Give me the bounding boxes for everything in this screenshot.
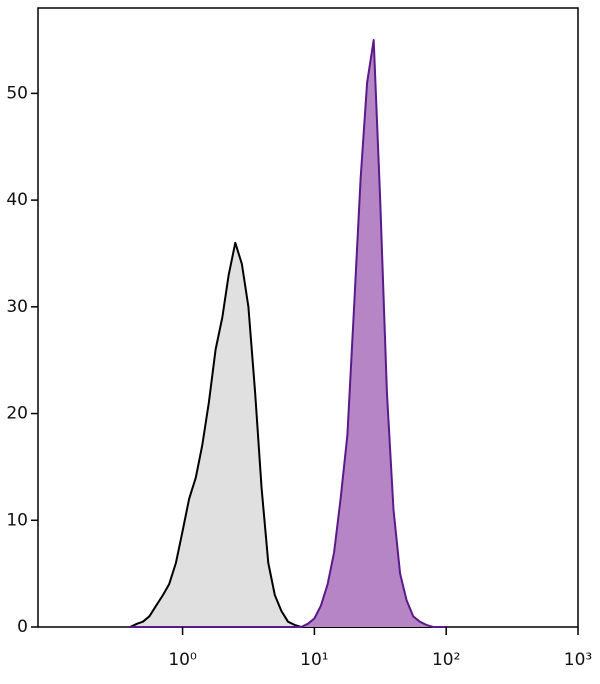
- x-tick-label: 10¹: [300, 650, 328, 670]
- plot-frame: [37, 7, 579, 628]
- area-fill: [130, 40, 447, 627]
- x-tick-label: 10²: [432, 650, 460, 670]
- x-tick-label: 10³: [564, 650, 592, 670]
- y-tick-label: 20: [6, 404, 28, 424]
- area-line: [130, 39, 447, 628]
- x-tick-label: 10⁰: [168, 650, 197, 670]
- y-tick-label: 0: [17, 617, 28, 637]
- area-fill: [130, 242, 447, 628]
- y-tick-label: 30: [6, 297, 28, 317]
- y-tick-label: 10: [6, 510, 28, 530]
- y-tick-label: 40: [6, 190, 28, 210]
- y-tick-label: 50: [6, 83, 28, 103]
